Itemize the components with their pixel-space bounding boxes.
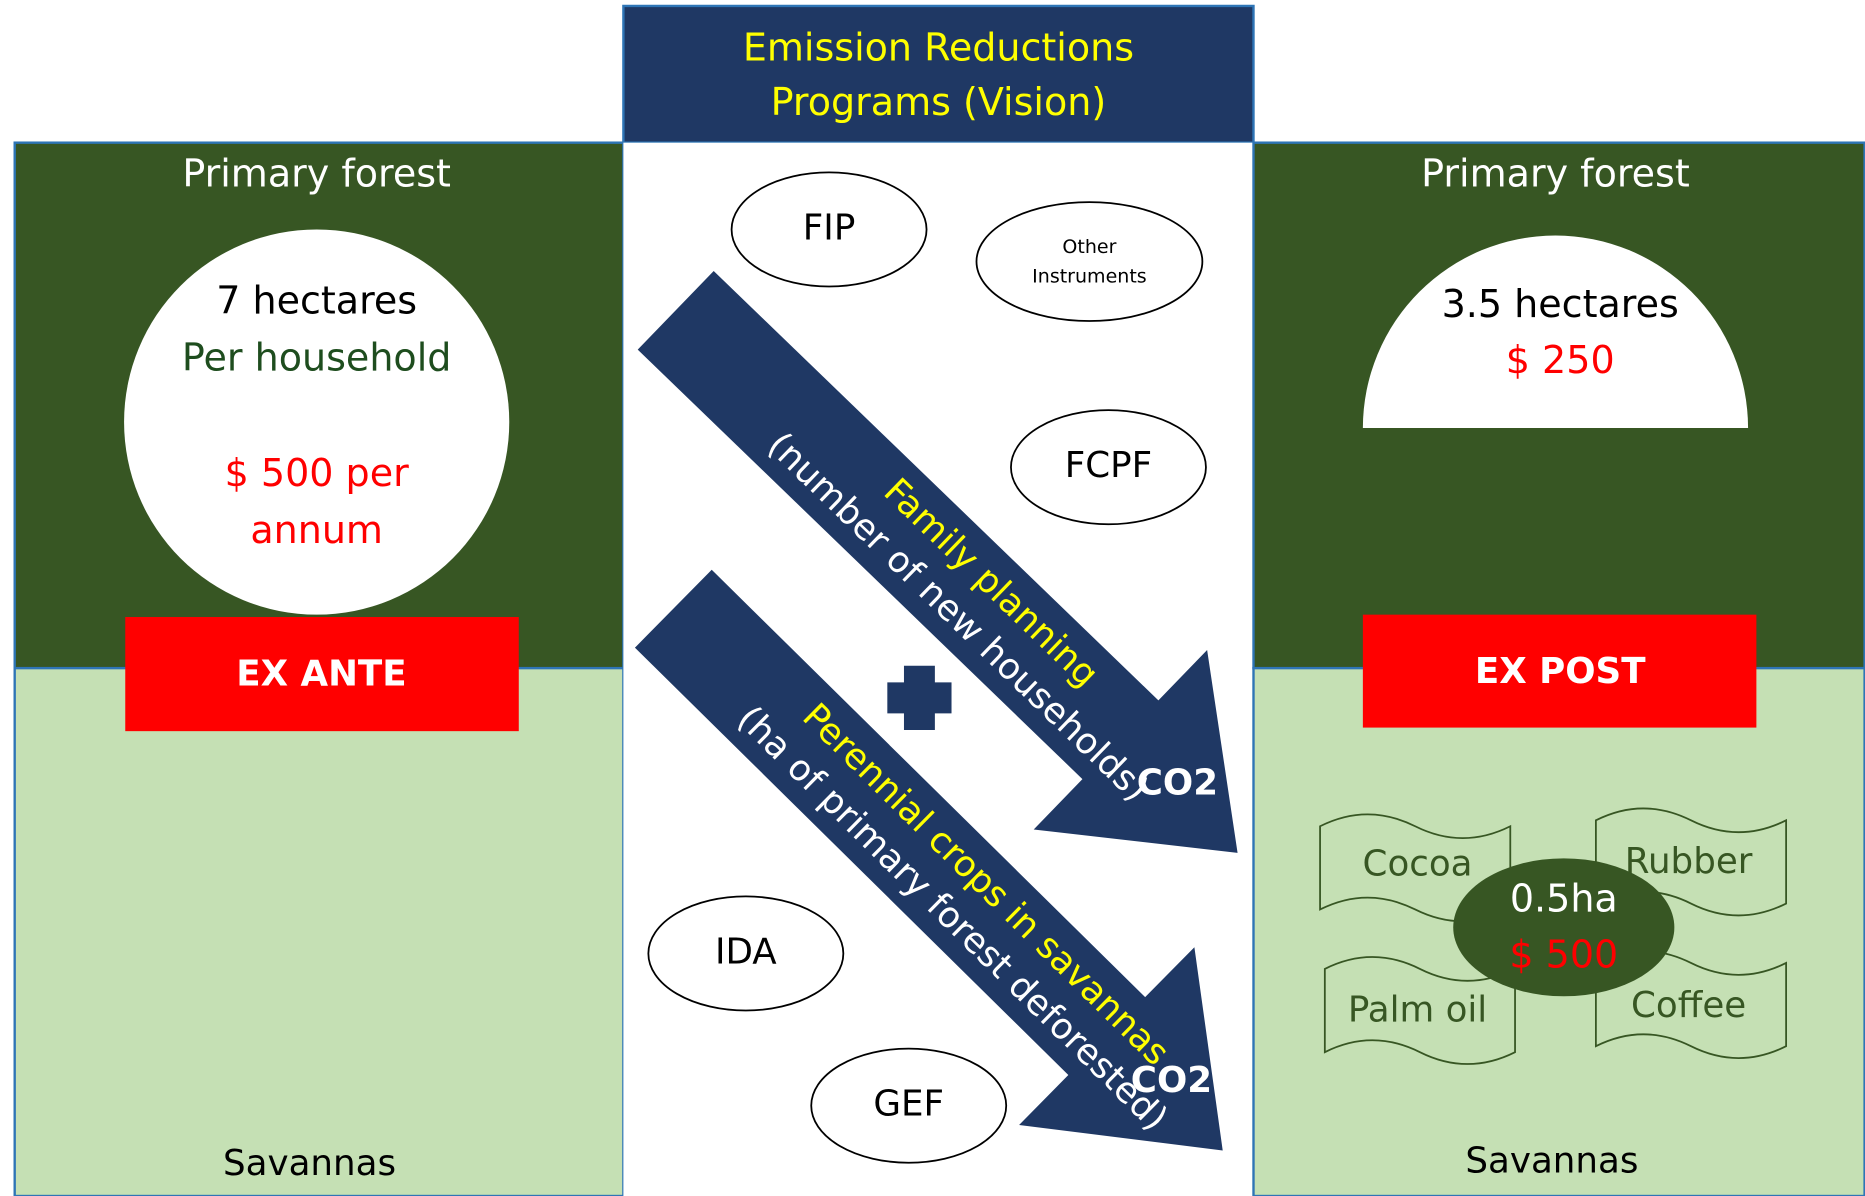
plus: [887, 665, 952, 730]
circle-text: Per household: [182, 336, 451, 380]
panel-label: Primary forest: [1421, 151, 1690, 195]
arrow-end: CO2: [1131, 1060, 1212, 1101]
badge-text: EX POST: [1475, 651, 1646, 692]
panel-label: Savannas: [223, 1143, 396, 1184]
arrow-end: CO2: [1137, 763, 1218, 804]
circle-text: annum: [250, 508, 383, 552]
arrow-shape: [637, 270, 1238, 853]
crop-label: Rubber: [1625, 841, 1753, 882]
semicircle-text: $ 250: [1506, 338, 1615, 382]
crop-label: Cocoa: [1363, 843, 1473, 884]
circle: [124, 229, 510, 615]
circle-text: 7 hectares: [216, 279, 417, 323]
badge: [1362, 614, 1757, 728]
instrument-text: IDA: [715, 931, 777, 972]
instrument: [975, 201, 1204, 322]
instrument: [810, 1047, 1008, 1164]
panel-label: Savannas: [1465, 1141, 1638, 1182]
instrument-text: FIP: [803, 207, 856, 248]
panel-label: Primary forest: [182, 151, 451, 195]
arrow-shape: [634, 569, 1223, 1151]
center-ellipse: [1453, 858, 1675, 997]
header-text: Programs (Vision): [771, 80, 1107, 124]
header-text: Emission Reductions: [743, 25, 1134, 69]
instrument: [730, 171, 928, 288]
crop-scroll: [1323, 956, 1516, 1065]
badge-text: EX ANTE: [236, 653, 406, 694]
instrument-text: Instruments: [1032, 266, 1147, 288]
center-text: 0.5ha: [1510, 877, 1618, 921]
circle-text: $ 500 per: [225, 451, 410, 495]
badge: [125, 617, 519, 732]
instrument-text: Other: [1062, 236, 1116, 258]
instrument-text: GEF: [873, 1084, 944, 1125]
instrument-text: FCPF: [1065, 445, 1152, 486]
instrument: [647, 895, 845, 1012]
savanna-panel: [13, 666, 625, 1196]
semicircle: [1362, 235, 1749, 428]
instrument: [1010, 409, 1207, 526]
crop-label: Palm oil: [1348, 990, 1487, 1031]
crop-label: Coffee: [1631, 985, 1746, 1026]
center-text: $ 500: [1509, 933, 1618, 977]
header-box: [622, 4, 1255, 144]
semicircle-text: 3.5 hectares: [1442, 282, 1679, 326]
